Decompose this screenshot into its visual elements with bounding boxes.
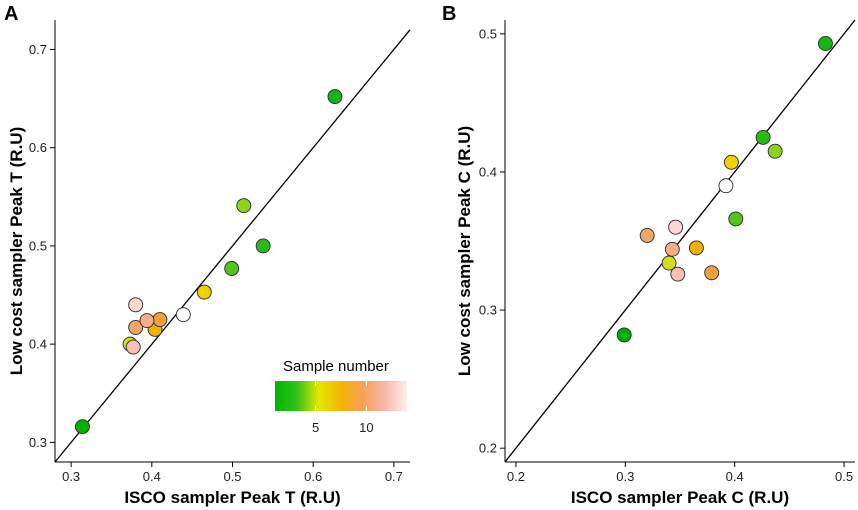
- panel-a-x-axis-title: ISCO sampler Peak T (R.U): [124, 488, 340, 507]
- panel-a-points: [74, 89, 343, 435]
- panel-a-y-ticks: 0.3 0.4 0.5 0.6 0.7: [29, 42, 55, 450]
- data-point-sample-13: [668, 219, 684, 235]
- x-tick-label: 0.3: [62, 469, 80, 484]
- data-point-sample-1: [74, 419, 90, 435]
- data-point-sample-2: [327, 89, 343, 105]
- data-point-sample-9: [152, 312, 168, 328]
- y-tick-label: 0.3: [479, 303, 497, 318]
- data-point-sample-7: [196, 284, 212, 300]
- data-point-sample-4: [728, 211, 744, 227]
- data-point-sample-11: [139, 313, 155, 329]
- legend-tick-label: 5: [312, 420, 319, 435]
- panel-b-y-ticks: 0.2 0.3 0.4 0.5: [479, 26, 505, 456]
- data-point-sample-8: [688, 240, 704, 256]
- legend-title: Sample number: [283, 358, 389, 375]
- x-tick-label: 0.3: [616, 469, 634, 484]
- panel-a: 0.3 0.4 0.5 0.6 0.7 0.3 0.4 0.5 0.6 0.7 ISCO sam…: [7, 20, 411, 507]
- data-point-sample-3: [255, 238, 271, 254]
- data-point-sample-3: [755, 129, 771, 145]
- data-point-sample-11: [664, 241, 680, 257]
- y-tick-label: 0.4: [29, 337, 47, 352]
- x-tick-label: 0.5: [835, 469, 853, 484]
- data-point-sample-9: [704, 265, 720, 281]
- y-tick-label: 0.5: [479, 26, 497, 41]
- x-tick-label: 0.4: [143, 469, 161, 484]
- data-point-sample-14: [718, 178, 734, 194]
- y-tick-label: 0.4: [479, 164, 497, 179]
- data-point-sample-13: [128, 297, 144, 313]
- x-tick-label: 0.5: [223, 469, 241, 484]
- data-point-sample-1: [616, 327, 632, 343]
- data-point-sample-12: [125, 339, 141, 355]
- y-tick-label: 0.2: [479, 441, 497, 456]
- panel-b-x-ticks: 0.2 0.3 0.4 0.5: [507, 462, 853, 484]
- x-tick-label: 0.7: [385, 469, 403, 484]
- data-point-sample-12: [670, 266, 686, 282]
- panel-a-letter: A: [4, 3, 18, 25]
- y-tick-label: 0.5: [29, 238, 47, 253]
- data-point-sample-6: [661, 255, 677, 271]
- panel-a-reference-line: [54, 29, 411, 463]
- panel-b: 0.2 0.3 0.4 0.5 0.2 0.3 0.4 0.5 ISCO sampler P…: [455, 19, 856, 507]
- x-tick-label: 0.2: [507, 469, 525, 484]
- data-point-sample-2: [818, 36, 833, 51]
- data-point-sample-14: [175, 307, 191, 323]
- legend-ticks: 5 10: [312, 381, 374, 435]
- legend-color-bar: [275, 381, 407, 411]
- data-point-sample-4: [224, 261, 240, 276]
- data-point-sample-5: [236, 198, 252, 214]
- y-tick-label: 0.3: [29, 435, 47, 450]
- data-point-sample-10: [639, 228, 655, 243]
- panel-b-plot-area: [504, 19, 856, 463]
- panel-b-reference-line: [504, 19, 856, 463]
- y-tick-label: 0.6: [29, 140, 47, 155]
- panel-b-letter: B: [442, 3, 456, 25]
- x-tick-label: 0.6: [304, 469, 322, 484]
- y-tick-label: 0.7: [29, 42, 47, 57]
- panel-b-points: [616, 36, 833, 343]
- panel-b-x-axis-title: ISCO sampler Peak C (R.U): [571, 488, 789, 507]
- data-point-sample-10: [128, 319, 144, 335]
- panel-a-plot-area: [54, 29, 411, 463]
- legend-tick-label: 10: [359, 420, 373, 435]
- panel-b-y-axis-title: Low cost sampler Peak C (R.U): [455, 126, 474, 376]
- panel-a-x-ticks: 0.3 0.4 0.5 0.6 0.7: [62, 462, 403, 484]
- x-tick-label: 0.4: [726, 469, 744, 484]
- color-legend: Sample number 5 10: [275, 358, 407, 435]
- data-point-sample-7: [723, 154, 739, 170]
- panel-a-y-axis-title: Low cost sampler Peak T (R.U): [7, 127, 26, 375]
- data-point-sample-5: [767, 143, 783, 159]
